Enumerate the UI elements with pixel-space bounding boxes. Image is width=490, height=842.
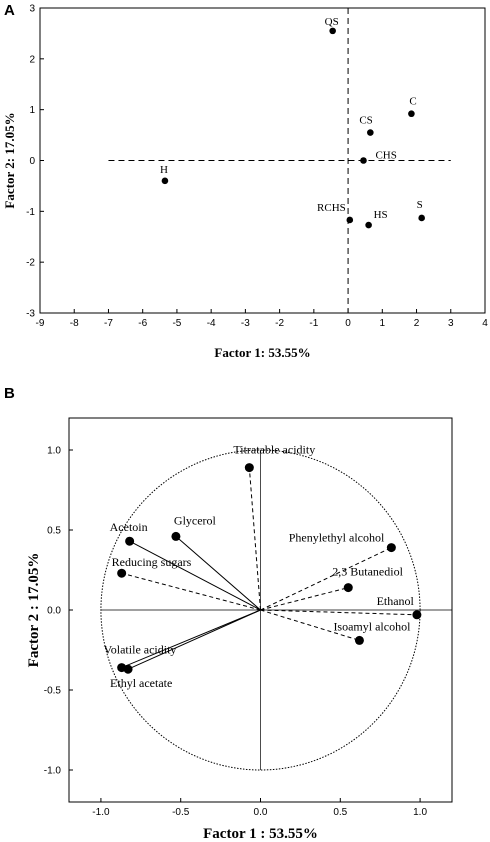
y-tick-label-b: -1.0 [44,766,62,777]
x-tick-label-a: -8 [70,318,79,329]
x-tick-label-a: -3 [241,318,250,329]
data-point-h [161,177,169,185]
point-label-cs: CS [359,115,372,127]
loading-point-titratable-acidity [244,463,254,473]
x-tick-label-b: 0.0 [254,807,268,818]
loading-vector-ethanol [260,609,417,616]
loading-point-2-3-butanediol [343,583,353,593]
data-point-hs [365,221,372,229]
panel-letter-b: B [4,385,15,402]
loading-point-acetoin [125,536,135,546]
point-label-rchs: RCHS [317,202,346,214]
y-tick-label-a: 3 [29,4,35,15]
x-tick-label-a: 4 [482,318,488,329]
x-tick-label-b: 1.0 [413,807,427,818]
loading-vector-ethyl-acetate [127,609,261,670]
variable-label-acetoin: Acetoin [110,520,148,534]
y-tick-label-b: 1.0 [47,446,61,457]
x-tick-label-a: 0 [345,318,351,329]
y-tick-label-b: -0.5 [44,686,62,697]
y-tick-label-b: 0.5 [47,526,61,537]
loading-vector-titratable-acidity [248,467,261,611]
loading-vector-glycerol [175,536,261,611]
data-point-s [418,214,425,222]
variable-label-2-3-butanediol: 2,3 Butanediol [332,565,403,579]
loading-vector-phenylethyl-alcohol [260,547,392,611]
data-point-cs [367,129,374,136]
loading-vector-isoamyl-alcohol [260,609,360,641]
x-tick-label-a: -5 [172,318,181,329]
loading-vector-volatile-acidity [121,609,261,669]
data-point-qs [329,27,336,35]
x-tick-label-b: 0.5 [333,807,347,818]
data-point-chs [360,157,367,164]
loading-point-glycerol [171,531,181,541]
y-tick-label-a: 0 [29,156,35,167]
loading-vector-reducing-sugars [121,572,261,611]
x-tick-label-a: -2 [275,318,284,329]
x-tick-label-a: -9 [36,318,45,329]
data-point-rchs [346,216,354,224]
point-label-chs: CHS [375,150,396,162]
loading-point-isoamyl-alcohol [354,635,364,645]
y-axis-title-a: Factor 2: 17.05% [2,112,17,208]
variable-label-reducing-sugars: Reducing sugars [112,555,192,569]
variable-label-glycerol: Glycerol [174,513,217,527]
x-tick-label-a: 1 [380,318,386,329]
variable-label-titratable-acidity: Titratable acidity [233,443,315,457]
y-tick-label-b: 0.0 [47,606,61,617]
y-tick-label-a: -3 [26,309,35,320]
y-tick-label-a: 2 [29,54,35,65]
panel-letter-a: A [4,2,15,19]
x-tick-label-a: -6 [138,318,147,329]
loading-vector-acetoin [129,540,261,611]
x-tick-label-a: -7 [104,318,113,329]
point-label-hs: HS [374,209,388,221]
y-tick-label-a: 1 [29,105,35,116]
x-tick-label-a: -4 [207,318,216,329]
x-tick-label-a: -1 [309,318,318,329]
loading-point-ethanol [412,610,422,620]
loading-point-ethyl-acetate [123,664,133,674]
y-tick-label-a: -2 [26,258,35,269]
variable-label-volatile-acidity: Volatile acidity [104,643,177,657]
variable-label-ethanol: Ethanol [377,594,415,608]
variable-label-isoamyl-alcohol: Isoamyl alcohol [333,619,411,633]
point-label-qs: QS [325,16,339,28]
x-axis-title-b: Factor 1 : 53.55% [203,826,318,842]
point-label-c: C [409,96,416,108]
x-tick-label-b: -0.5 [172,807,190,818]
x-axis-title-a: Factor 1: 53.55% [214,345,310,360]
point-label-h: H [160,164,168,176]
y-axis-title-b: Factor 2 : 17.05% [26,553,42,668]
variable-label-phenylethyl-alcohol: Phenylethyl alcohol [289,531,385,545]
x-tick-label-a: 2 [414,318,420,329]
point-label-s: S [417,199,423,211]
variable-label-ethyl-acetate: Ethyl acetate [110,676,172,690]
y-tick-label-a: -1 [26,207,35,218]
loading-point-phenylethyl-alcohol [386,543,396,553]
loading-vector-2-3-butanediol [260,587,349,611]
x-tick-label-a: 3 [448,318,454,329]
loading-point-reducing-sugars [117,568,127,578]
data-point-c [408,110,415,118]
x-tick-label-b: -1.0 [92,807,110,818]
